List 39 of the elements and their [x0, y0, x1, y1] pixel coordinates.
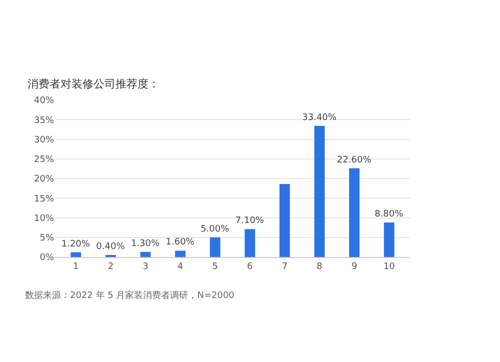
x-tick-label: 6 — [247, 262, 254, 272]
data-label: 22.60% — [336, 155, 372, 166]
y-tick-label: 15% — [34, 194, 54, 204]
data-label: 5.00% — [200, 224, 230, 234]
bar — [314, 126, 325, 257]
bar — [349, 168, 360, 257]
y-tick-label: 40% — [34, 96, 54, 106]
x-tick-label: 1 — [73, 262, 79, 272]
y-tick-label: 30% — [34, 135, 54, 146]
x-tick-label: 9 — [351, 262, 358, 272]
x-tick-label: 2 — [108, 262, 114, 272]
data-label: 33.40% — [302, 112, 337, 123]
bar — [279, 184, 290, 257]
y-tick-label: 25% — [34, 155, 54, 166]
y-tick-label: 5% — [40, 234, 54, 244]
chart-title: 消费者对装修公司推荐度： — [28, 77, 160, 90]
x-tick-label: 3 — [142, 262, 148, 272]
data-label: 8.80% — [374, 209, 404, 220]
y-tick-label: 20% — [34, 174, 54, 185]
x-tick-label: 4 — [177, 262, 184, 272]
bar — [384, 222, 394, 257]
x-tick-label: 8 — [316, 262, 323, 272]
data-label: 1.30% — [130, 238, 160, 249]
x-tick-label: 10 — [383, 262, 396, 272]
data-label: 1.60% — [166, 238, 195, 248]
bar — [175, 250, 186, 257]
y-tick-label: 0% — [40, 253, 54, 264]
bar — [140, 252, 151, 257]
bar — [210, 237, 220, 257]
y-tick-label: 35% — [34, 116, 54, 126]
source-note: 数据来源：2022 年 5 月家装消费者调研，N=2000 — [25, 290, 235, 301]
x-tick-label: 7 — [282, 262, 288, 272]
bar — [244, 229, 256, 257]
data-label: 0.40% — [96, 242, 126, 252]
x-tick-label: 5 — [212, 262, 218, 272]
data-label: 1.20% — [61, 239, 90, 250]
bar — [70, 252, 82, 257]
y-tick-label: 10% — [34, 214, 54, 224]
data-label: 7.10% — [235, 216, 264, 226]
